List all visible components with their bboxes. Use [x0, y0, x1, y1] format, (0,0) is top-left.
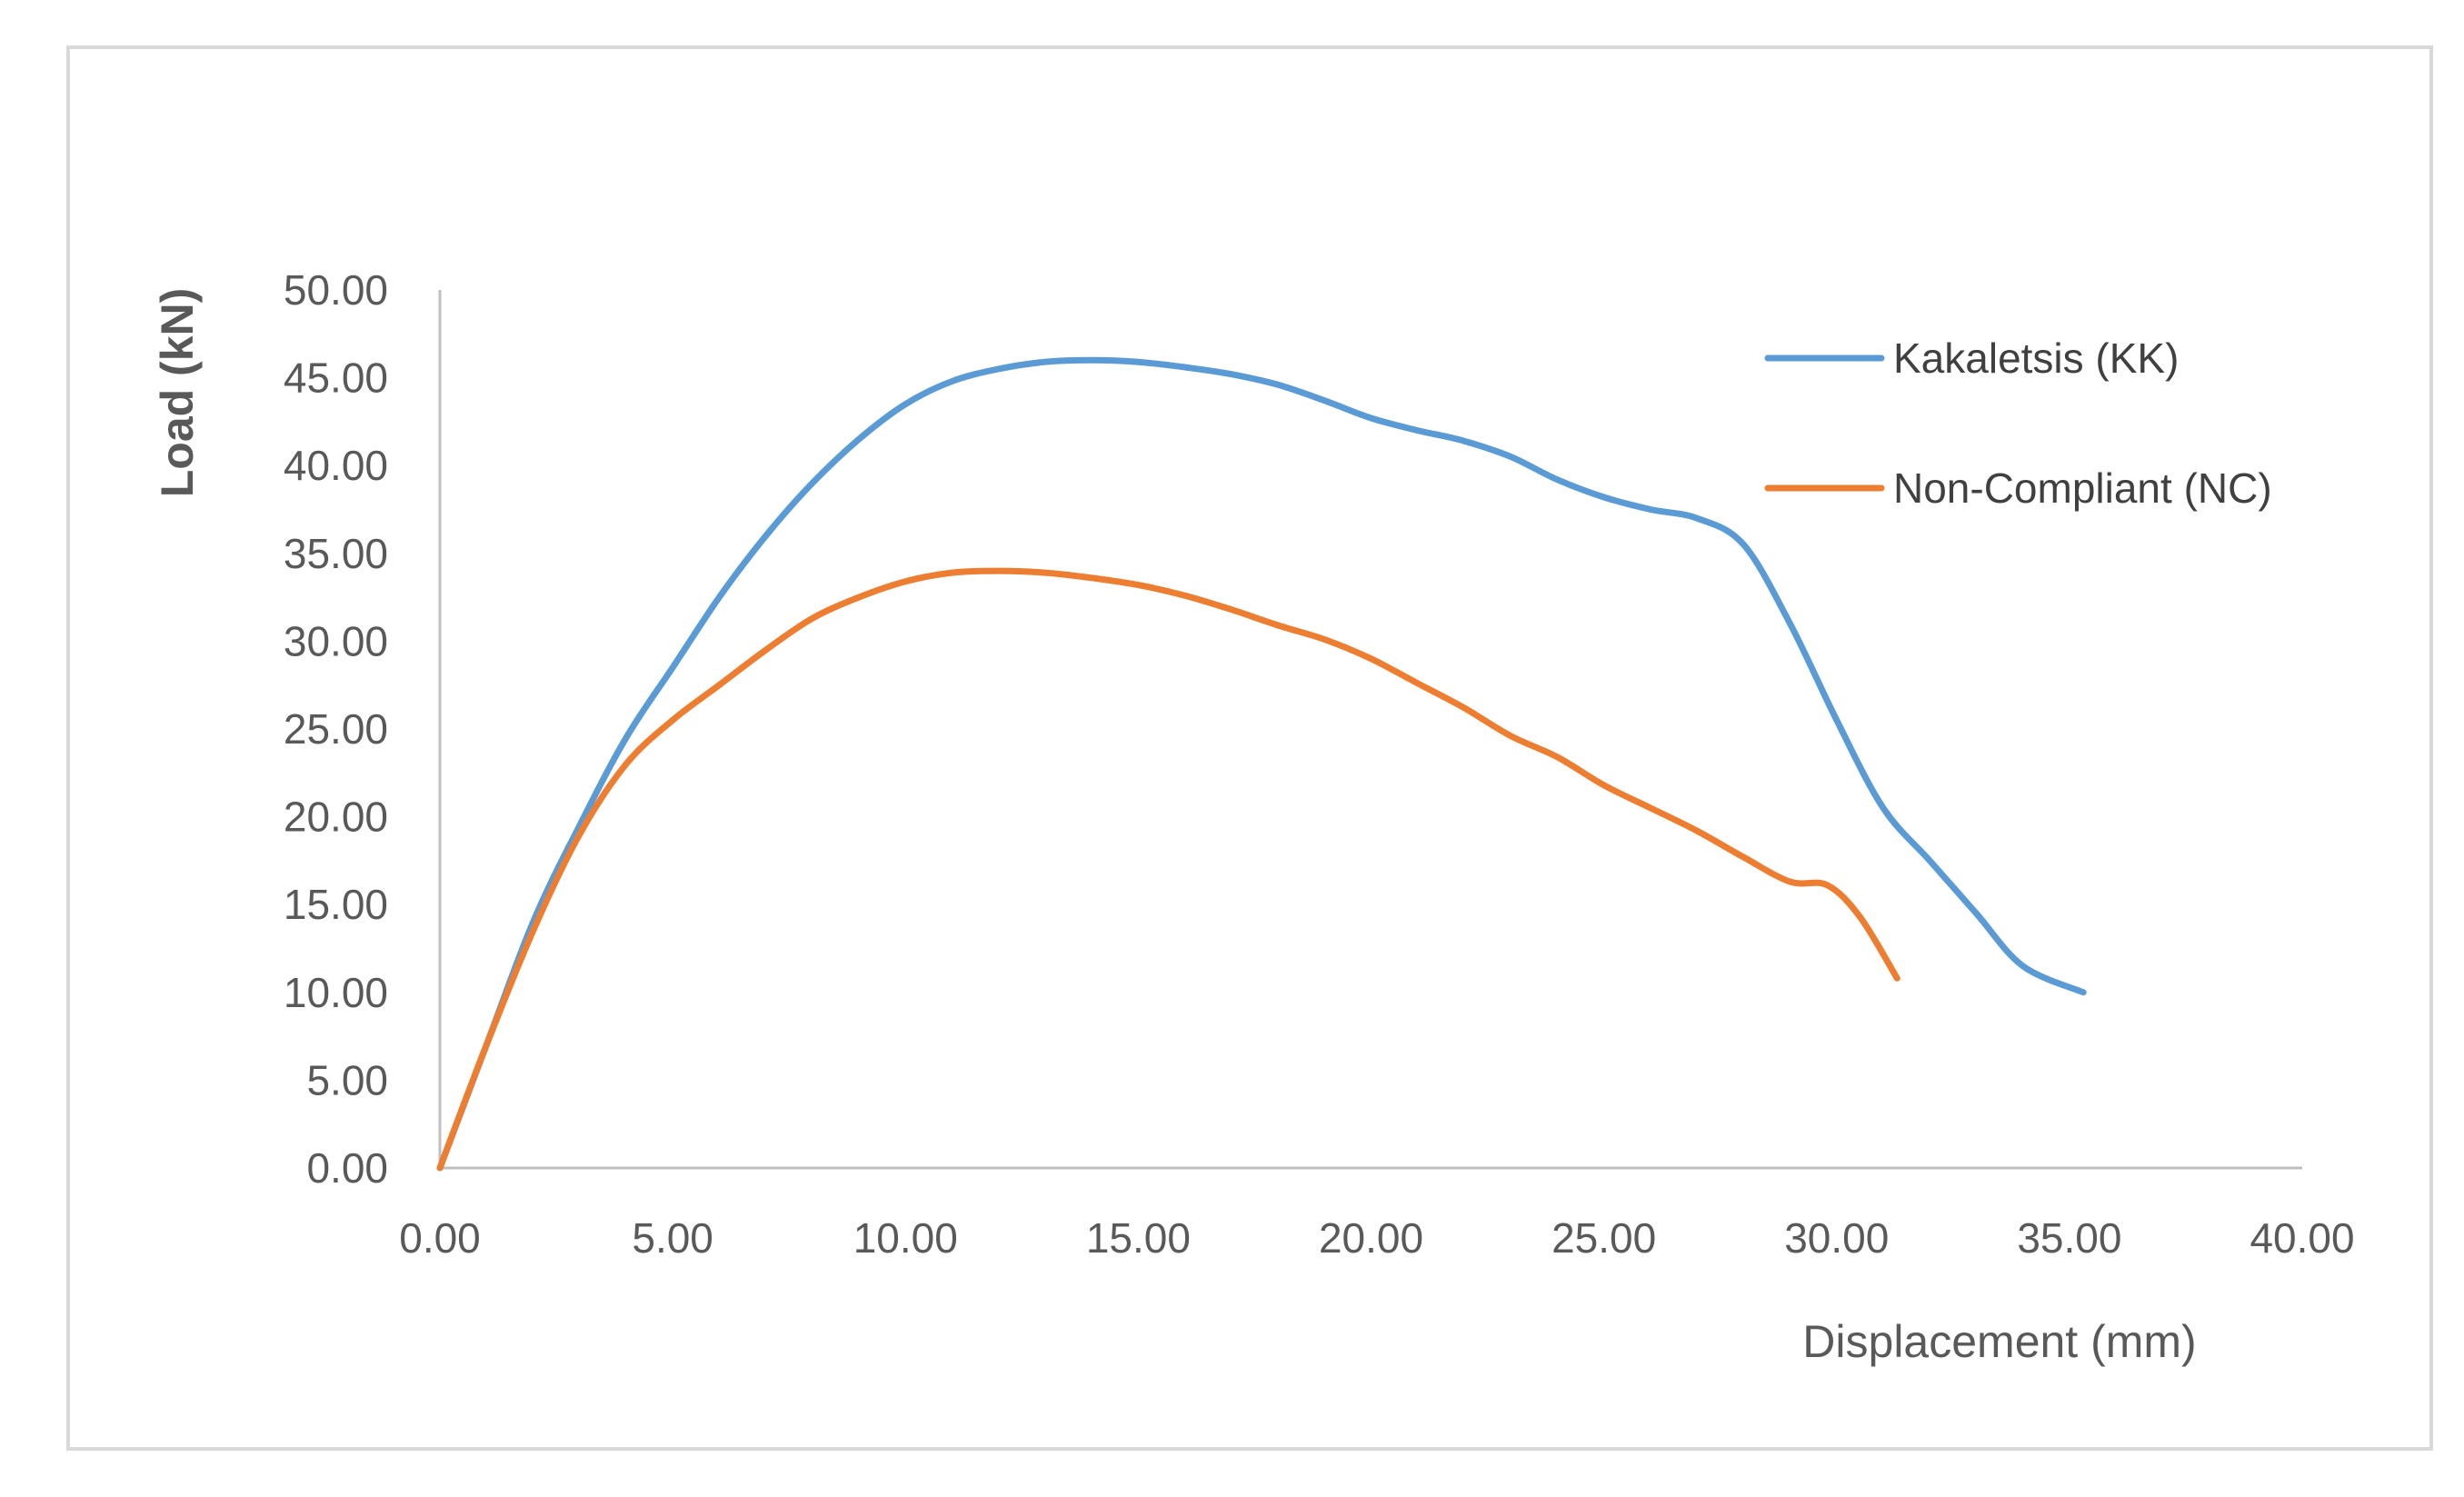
- y-tick-label: 10.00: [284, 969, 388, 1016]
- x-tick-label: 30.00: [1784, 1214, 1889, 1262]
- y-tick-label: 45.00: [284, 354, 388, 402]
- series-lines: [436, 356, 2087, 1172]
- x-tick-label: 5.00: [632, 1214, 713, 1262]
- legend: Kakaletsis (KK) Non-Compliant (NC): [1764, 334, 2272, 512]
- y-tick-label: 0.00: [306, 1144, 388, 1192]
- y-axis-title: Load (kN): [152, 288, 203, 498]
- chart-frame: [66, 45, 2433, 1451]
- x-tick-label: 0.00: [399, 1214, 481, 1262]
- y-tick-label: 30.00: [284, 617, 388, 664]
- y-tick-label: 25.00: [284, 705, 388, 753]
- x-tick-label: 10.00: [853, 1214, 958, 1262]
- series-line-nc: [436, 567, 1900, 1172]
- axes: [438, 290, 2302, 1170]
- y-tick-label: 5.00: [306, 1056, 388, 1103]
- x-axis-title: Displacement (mm): [1802, 1316, 2196, 1367]
- series-line-kk: [436, 356, 2087, 1172]
- y-tick-label: 20.00: [284, 793, 388, 841]
- x-tick-label: 15.00: [1086, 1214, 1191, 1262]
- x-tick-labels: 0.00 5.00 10.00 15.00 20.00 25.00 30.00 35.00 40…: [399, 1214, 2354, 1262]
- x-tick-label: 20.00: [1319, 1214, 1423, 1262]
- x-tick-label: 25.00: [1551, 1214, 1656, 1262]
- legend-label-kk: Kakaletsis (KK): [1893, 334, 2179, 382]
- x-tick-label: 40.00: [2250, 1214, 2354, 1262]
- y-tick-label: 15.00: [284, 881, 388, 928]
- legend-label-nc: Non-Compliant (NC): [1893, 464, 2272, 512]
- y-tick-labels: 0.00 5.00 10.00 15.00 20.00 25.00 30.00 35.00 40…: [284, 266, 388, 1192]
- y-tick-label: 40.00: [284, 442, 388, 489]
- y-tick-label: 35.00: [284, 530, 388, 577]
- x-tick-label: 35.00: [2017, 1214, 2121, 1262]
- y-tick-label: 50.00: [284, 266, 388, 314]
